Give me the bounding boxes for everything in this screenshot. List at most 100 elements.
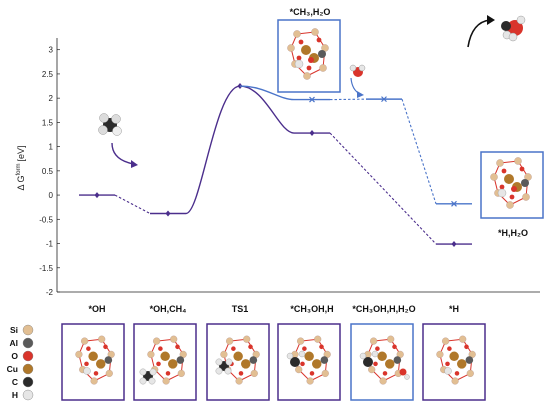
- o-atom-icon: [519, 166, 525, 172]
- y-tick-label: -1: [46, 240, 54, 249]
- si-atom-icon: [459, 335, 467, 343]
- y-tick-label: 3: [49, 46, 54, 55]
- o-atom-icon: [300, 361, 305, 367]
- legend-swatch-icon: [22, 324, 34, 336]
- structure-box: [422, 323, 486, 401]
- methane-molecule-icon: [98, 113, 122, 136]
- si-atom-icon: [235, 377, 243, 385]
- h-atom-icon: [224, 367, 232, 375]
- legend-label: Al: [10, 338, 19, 348]
- right-box-label: *H,H₂O: [498, 228, 528, 238]
- si-atom-icon: [226, 337, 234, 345]
- si-atom-icon: [370, 337, 378, 345]
- barrier-curve: [185, 85, 241, 215]
- legend-swatch-icon: [22, 376, 34, 388]
- y-tick-label: 0: [49, 191, 54, 200]
- legend-swatch-icon: [22, 363, 34, 375]
- methanol-arrow-icon: [467, 19, 491, 48]
- legend-label: O: [11, 351, 18, 361]
- legend-label: H: [12, 390, 18, 400]
- cu-atom-icon: [504, 174, 514, 184]
- structure-molecule-icon: [75, 335, 115, 385]
- data-point: [309, 130, 315, 137]
- o-atom-icon: [319, 344, 324, 350]
- o-atom-icon: [175, 344, 180, 350]
- al-atom-icon: [393, 356, 402, 364]
- state-label: *CH₃OH,H: [290, 304, 333, 314]
- si-atom-icon: [387, 335, 395, 343]
- right-box-molecule-icon: [490, 157, 532, 209]
- o-atom-icon: [156, 361, 161, 367]
- y-tick-label: 1: [49, 143, 54, 152]
- h-atom-icon: [225, 358, 233, 366]
- methane-arrow-icon: [111, 142, 135, 165]
- cu-atom-icon: [457, 359, 467, 369]
- si-atom-icon: [321, 369, 329, 377]
- al-atom-icon: [104, 356, 113, 364]
- o-atom-icon: [511, 186, 517, 192]
- o-atom-icon: [103, 344, 108, 350]
- h-atom-icon: [148, 377, 156, 385]
- h-atom-icon: [215, 367, 223, 375]
- water-arrowhead-icon: [357, 91, 364, 98]
- h-atom-icon: [298, 350, 306, 358]
- si-atom-icon: [220, 350, 228, 358]
- o-atom-icon: [84, 361, 89, 367]
- al-atom-icon: [320, 356, 329, 364]
- si-atom-icon: [162, 377, 170, 385]
- y-tick-label: -2: [46, 288, 54, 297]
- structure-molecule-icon: [286, 335, 331, 385]
- cu-atom-icon: [168, 359, 178, 369]
- cu-atom-icon: [96, 359, 106, 369]
- si-atom-icon: [522, 193, 530, 201]
- legend-label: C: [12, 377, 18, 387]
- methane-arrowhead-icon: [131, 160, 138, 168]
- o-atom-icon: [308, 57, 314, 63]
- o-atom-icon: [382, 371, 388, 376]
- cu-atom-icon: [241, 359, 251, 369]
- connector: [401, 98, 437, 204]
- y-tick-label: 1.5: [42, 118, 54, 127]
- legend-swatch-icon: [22, 389, 34, 401]
- si-atom-icon: [295, 366, 303, 374]
- si-atom-icon: [368, 366, 376, 374]
- al-atom-icon: [249, 356, 258, 364]
- state-label: TS1: [232, 304, 249, 314]
- y-tick-label: -0.5: [39, 215, 53, 224]
- structure-box-frame: [350, 323, 414, 401]
- si-atom-icon: [451, 377, 459, 385]
- state-labels: *OH *OH,CH₄ TS1 *CH₃OH,H *CH₃OH,H,H₂O *H: [88, 304, 459, 314]
- h-atom-icon: [359, 352, 367, 360]
- h-atom-icon: [371, 350, 379, 358]
- top-box-molecule-icon: [287, 28, 329, 80]
- y-tick-label: 2: [49, 94, 54, 103]
- h-atom-icon: [294, 59, 304, 69]
- c-atom-icon: [363, 357, 373, 367]
- o-atom-icon: [302, 346, 307, 351]
- o-atom-icon: [165, 371, 171, 376]
- connector: [114, 194, 151, 214]
- si-atom-icon: [442, 337, 450, 345]
- si-atom-icon: [311, 28, 319, 36]
- al-atom-icon: [465, 356, 474, 364]
- o-atom-icon: [373, 361, 378, 367]
- state-label: *H: [449, 304, 459, 314]
- legend-label: Si: [10, 325, 18, 335]
- al-atom-icon: [521, 179, 529, 187]
- h-atom-icon: [83, 367, 91, 375]
- y-tick-label: 2.5: [42, 70, 54, 79]
- o-atom-icon: [93, 371, 99, 376]
- connector: [329, 132, 437, 245]
- data-point: [451, 241, 457, 248]
- barrier-curve: [239, 85, 295, 134]
- o-atom-icon: [375, 346, 380, 351]
- water-molecule-icon: [349, 64, 366, 77]
- series-0: [79, 83, 472, 248]
- cu-atom-icon: [385, 359, 395, 369]
- o-atom-icon: [399, 368, 407, 376]
- si-atom-icon: [506, 201, 514, 209]
- al-atom-icon: [318, 50, 326, 58]
- si-atom-icon: [147, 350, 155, 358]
- top-box-label: *CH₃,H₂O: [290, 7, 331, 17]
